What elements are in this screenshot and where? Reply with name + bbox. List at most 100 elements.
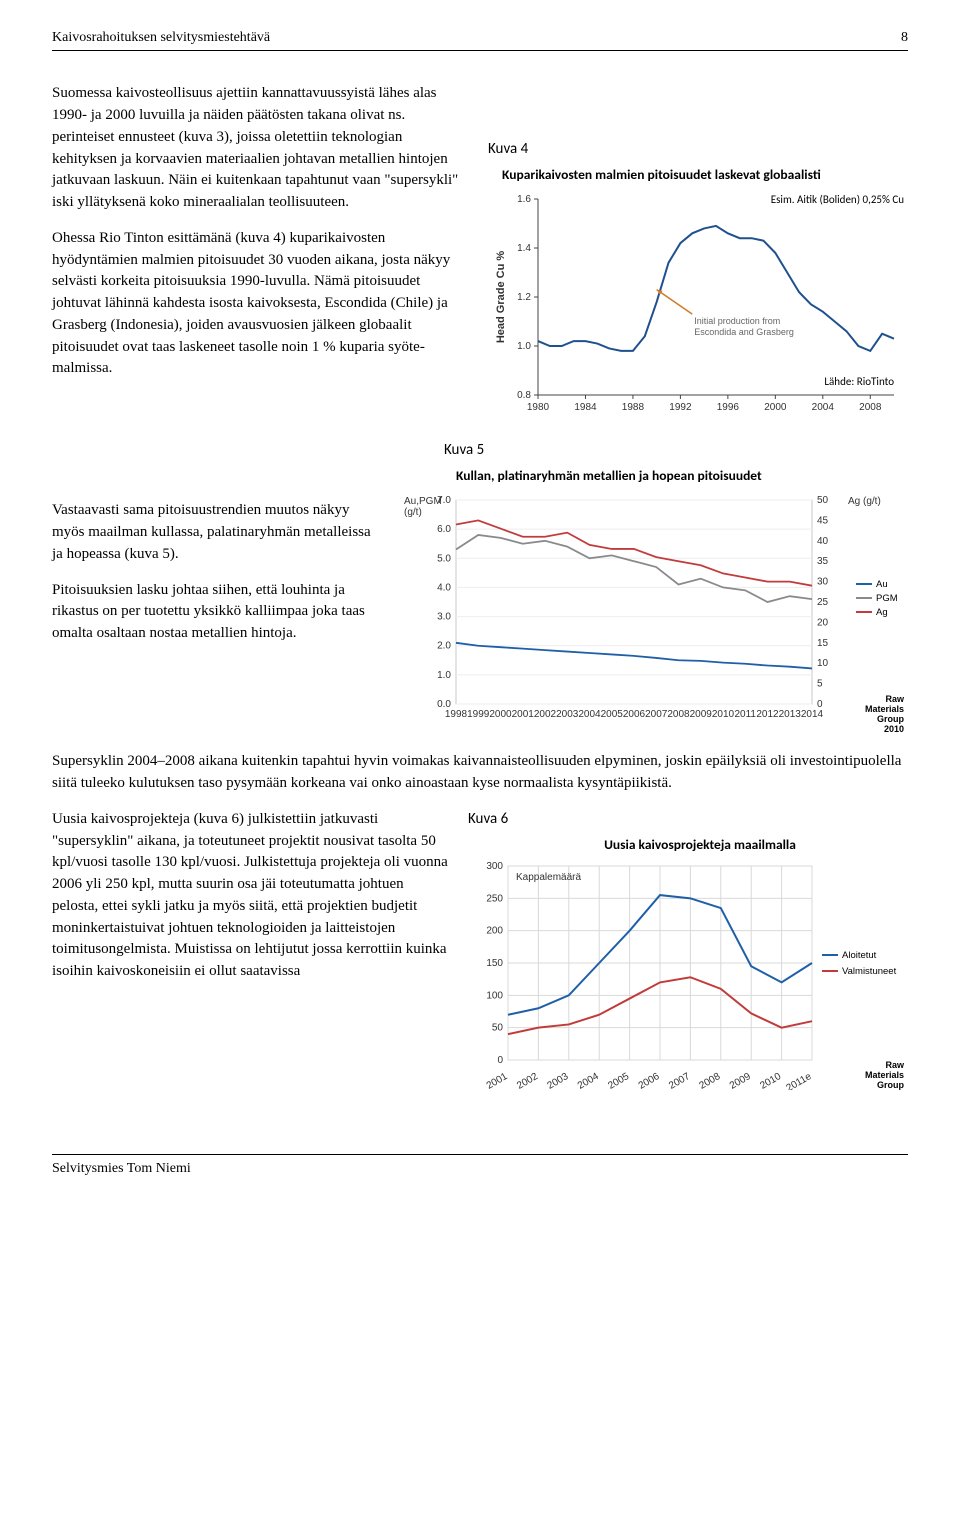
svg-text:2010: 2010 [712,709,735,720]
svg-text:5.0: 5.0 [437,553,451,564]
svg-text:2008: 2008 [667,709,690,720]
svg-text:100: 100 [486,991,503,1002]
svg-text:Ag: Ag [876,607,888,618]
svg-text:Group: Group [877,1080,904,1090]
svg-text:4.0: 4.0 [437,582,451,593]
paragraph-6: Uusia kaivosprojekteja (kuva 6) julkiste… [52,809,450,983]
svg-text:2002: 2002 [534,709,557,720]
svg-text:2004: 2004 [576,1071,601,1090]
svg-text:2003: 2003 [546,1071,571,1090]
page-footer: Selvitysmies Tom Niemi [52,1154,908,1179]
svg-text:1998: 1998 [445,709,468,720]
svg-text:0: 0 [497,1055,503,1066]
svg-text:2004: 2004 [578,709,601,720]
svg-text:150: 150 [486,958,503,969]
svg-text:Materials: Materials [865,1070,904,1080]
svg-text:2011e: 2011e [785,1071,814,1090]
svg-text:2009: 2009 [690,709,713,720]
svg-text:2001: 2001 [512,709,535,720]
header-page: 8 [901,28,908,48]
svg-text:1980: 1980 [527,402,550,413]
svg-text:0.8: 0.8 [517,390,531,401]
svg-text:1.6: 1.6 [517,194,531,205]
svg-text:40: 40 [817,535,829,546]
svg-text:2014: 2014 [801,709,824,720]
footer-author: Selvitysmies Tom Niemi [52,1161,191,1176]
svg-text:5: 5 [817,678,823,689]
svg-text:300: 300 [486,861,503,872]
svg-text:1.4: 1.4 [517,243,531,254]
fig6-chart: 0 50 100 150 200 250 300 2001 2002 2003 2004 2005 20… [468,860,908,1090]
svg-text:2004: 2004 [812,402,835,413]
svg-text:2012: 2012 [756,709,779,720]
svg-text:PGM: PGM [876,593,898,604]
svg-text:45: 45 [817,515,829,526]
svg-text:2009: 2009 [728,1071,753,1090]
svg-text:3.0: 3.0 [437,611,451,622]
paragraph-1: Suomessa kaivosteollisuus ajettiin kanna… [52,83,470,214]
svg-text:1.2: 1.2 [517,292,531,303]
svg-text:15: 15 [817,637,829,648]
svg-text:1984: 1984 [574,402,597,413]
svg-text:25: 25 [817,597,829,608]
svg-text:2007: 2007 [645,709,668,720]
svg-text:Escondida and Grasberg: Escondida and Grasberg [694,327,794,337]
svg-text:2006: 2006 [623,709,646,720]
page-header: Kaivosrahoituksen selvitysmiestehtävä 8 [52,28,908,48]
svg-text:Head Grade Cu %: Head Grade Cu % [495,250,507,343]
svg-text:2013: 2013 [779,709,802,720]
svg-text:Raw: Raw [885,694,905,704]
footer-rule [52,1154,908,1155]
header-rule [52,50,908,51]
svg-text:Lähde: RioTinto: Lähde: RioTinto [824,375,894,388]
svg-text:200: 200 [486,926,503,937]
fig4-label: Kuva 4 [488,139,908,161]
svg-text:6.0: 6.0 [437,524,451,535]
svg-text:Initial production from: Initial production from [694,316,780,326]
svg-text:Kappalemäärä: Kappalemäärä [516,872,581,883]
paragraph-3: Vastaavasti sama pitoisuustrendien muuto… [52,500,380,565]
svg-text:2001: 2001 [485,1071,510,1090]
fig6-label: Kuva 6 [468,809,908,831]
fig5-title: Kullan, platinaryhmän metallien ja hopea… [398,466,908,486]
svg-text:20: 20 [817,617,829,628]
fig4-title: Kuparikaivosten malmien pitoisuudet lask… [488,165,908,185]
svg-text:2010: 2010 [884,724,904,732]
svg-text:1.0: 1.0 [437,670,451,681]
svg-text:Valmistuneet: Valmistuneet [842,966,897,977]
fig4-chart: Esim. Aitik (Boliden) 0,25% Cu 0.8 1.0 1.2 1… [488,191,908,421]
svg-text:Group: Group [877,714,904,724]
svg-text:Au: Au [876,579,888,590]
svg-text:50: 50 [492,1023,504,1034]
svg-text:Raw: Raw [885,1060,905,1070]
paragraph-4: Pitoisuuksien lasku johtaa siihen, että … [52,580,380,645]
svg-text:2008: 2008 [859,402,882,413]
svg-text:250: 250 [486,894,503,905]
svg-text:Esim. Aitik (Boliden) 0,25% Cu: Esim. Aitik (Boliden) 0,25% Cu [771,193,904,206]
header-title: Kaivosrahoituksen selvitysmiestehtävä [52,28,270,48]
svg-text:50: 50 [817,495,829,506]
svg-text:Aloitetut: Aloitetut [842,950,877,961]
svg-text:2007: 2007 [667,1071,692,1090]
svg-text:2006: 2006 [637,1071,662,1090]
svg-text:2.0: 2.0 [437,640,451,651]
fig5-chart: Au,PGM(g/t)Ag (g/t)0.01.02.03.04.05.06.0… [398,492,908,732]
fig5-label: Kuva 5 [398,440,908,462]
svg-text:1999: 1999 [467,709,490,720]
svg-text:(g/t): (g/t) [404,507,422,518]
svg-text:1992: 1992 [669,402,692,413]
svg-text:2000: 2000 [764,402,787,413]
paragraph-5: Supersyklin 2004–2008 aikana kuitenkin t… [52,751,908,795]
fig6-title: Uusia kaivosprojekteja maailmalla [468,835,908,855]
svg-text:2005: 2005 [606,1071,631,1090]
paragraph-2: Ohessa Rio Tinton esittämänä (kuva 4) ku… [52,228,470,380]
svg-text:2008: 2008 [698,1071,723,1090]
svg-text:2005: 2005 [601,709,624,720]
svg-text:2002: 2002 [515,1071,540,1090]
svg-text:Ag (g/t): Ag (g/t) [848,496,881,507]
svg-text:1.0: 1.0 [517,341,531,352]
svg-text:2011: 2011 [734,709,756,720]
svg-text:2010: 2010 [758,1071,783,1090]
svg-text:7.0: 7.0 [437,495,451,506]
svg-text:2000: 2000 [489,709,512,720]
